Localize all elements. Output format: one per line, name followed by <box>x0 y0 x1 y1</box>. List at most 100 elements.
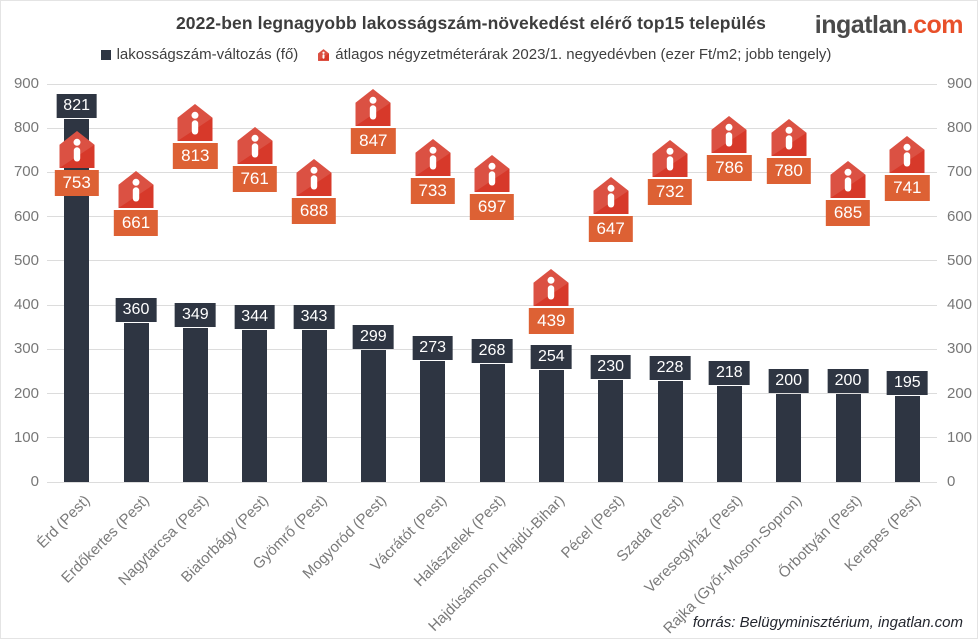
x-tick-label: Érd (Pest) <box>33 492 94 552</box>
y-tick-label-right: 0 <box>947 473 956 490</box>
house-marker <box>296 159 332 201</box>
house-icon <box>830 160 866 198</box>
house-value-label: 741 <box>885 174 930 201</box>
bar-value-label: 821 <box>56 93 98 118</box>
bar <box>301 330 327 482</box>
house-icon <box>533 269 569 307</box>
y-tick-label-right: 500 <box>947 251 973 269</box>
y-tick-label-left: 100 <box>13 428 39 446</box>
gridline <box>47 304 937 306</box>
y-tick-label-right: 800 <box>947 119 973 137</box>
y-tick-label-left: 0 <box>30 473 39 490</box>
house-value-label: 847 <box>351 127 396 154</box>
house-value-label: 688 <box>291 198 337 225</box>
plot-area: 821 360 349 344 343 299 273 268 254 230 228 218 200 2… <box>47 83 937 483</box>
y-tick-label-left: 900 <box>13 75 39 92</box>
y-tick-label-right: 300 <box>947 340 973 358</box>
house-marker <box>59 130 95 173</box>
house-value-label: 733 <box>410 178 455 205</box>
page-title: 2022-ben legnagyobb lakosságszám-növeked… <box>175 13 767 33</box>
house-marker <box>533 269 569 311</box>
bar <box>360 349 386 482</box>
gridline <box>47 481 937 483</box>
bar-value-label: 273 <box>412 336 454 361</box>
y-tick-label-right: 200 <box>947 384 973 402</box>
house-marker <box>237 126 273 169</box>
house-value-label: 786 <box>707 154 752 181</box>
bar <box>123 322 149 482</box>
brand-logo: ingatlan.com <box>814 11 964 40</box>
y-tick-label-right: 700 <box>947 163 973 181</box>
bar-value-label: 349 <box>174 302 216 327</box>
house-marker <box>711 115 747 158</box>
house-icon <box>296 159 332 197</box>
bar <box>598 380 624 482</box>
house-icon <box>889 135 925 173</box>
house-value-label: 685 <box>825 199 871 226</box>
bar-value-label: 200 <box>768 368 810 393</box>
y-tick-label-left: 500 <box>13 251 39 269</box>
house-marker <box>771 118 807 161</box>
bar <box>894 395 920 482</box>
house-marker <box>415 139 451 181</box>
bar <box>835 393 861 482</box>
bar-value-label: 230 <box>590 355 632 380</box>
legend-label-population: lakosságszám-változás (fő) <box>116 46 299 63</box>
y-tick-label-right: 600 <box>947 207 973 225</box>
bar-value-label: 228 <box>649 356 691 381</box>
y-tick-label-left: 700 <box>13 163 39 181</box>
house-icon <box>711 115 747 153</box>
house-icon <box>59 130 95 168</box>
house-icon <box>318 48 330 61</box>
gridline <box>47 127 937 129</box>
bar <box>657 381 683 482</box>
y-tick-label-left: 800 <box>13 119 39 137</box>
house-value-label: 761 <box>232 165 277 192</box>
house-marker <box>355 88 391 131</box>
house-icon <box>355 88 391 126</box>
house-icon <box>474 155 510 193</box>
house-icon <box>415 139 451 177</box>
logo-name: ingatlan <box>814 11 907 39</box>
house-marker <box>652 139 688 182</box>
y-tick-label-right: 900 <box>947 75 973 92</box>
bar-value-label: 360 <box>115 297 157 322</box>
bar <box>776 393 802 482</box>
bar <box>182 327 208 482</box>
house-icon <box>771 118 807 156</box>
legend-item-population: lakosságszám-változás (fő) <box>100 46 299 63</box>
gridline <box>47 260 937 262</box>
y-tick-label-right: 100 <box>947 428 973 446</box>
y-tick-label-right: 400 <box>947 296 973 314</box>
house-value-label: 661 <box>113 210 159 237</box>
house-value-label: 439 <box>529 308 574 335</box>
house-marker <box>593 177 629 219</box>
chart-legend: lakosságszám-változás (fő) átlagos négyz… <box>1 46 931 63</box>
house-value-label: 813 <box>173 142 218 169</box>
gridline <box>47 83 937 85</box>
y-tick-label-left: 400 <box>13 296 39 314</box>
y-tick-label-left: 200 <box>13 384 39 402</box>
bar-value-label: 195 <box>886 370 928 395</box>
bar-value-label: 343 <box>293 305 335 330</box>
house-value-label: 697 <box>469 194 515 221</box>
logo-tld: .com <box>906 11 964 39</box>
house-icon <box>237 126 273 164</box>
bar <box>538 369 564 482</box>
bar-value-label: 200 <box>827 368 869 393</box>
house-value-label: 753 <box>54 169 99 196</box>
bar-value-label: 344 <box>234 304 276 329</box>
legend-label-prices: átlagos négyzetméterárak 2023/1. negyedé… <box>335 46 832 63</box>
house-value-label: 647 <box>588 216 633 243</box>
house-marker <box>474 155 510 197</box>
house-marker <box>118 171 154 213</box>
bar-value-label: 218 <box>708 360 750 385</box>
legend-item-prices: átlagos négyzetméterárak 2023/1. negyedé… <box>318 46 831 63</box>
house-marker <box>889 135 925 178</box>
y-tick-label-left: 300 <box>13 340 39 358</box>
house-icon <box>318 48 330 61</box>
bar-swatch-icon <box>100 49 111 60</box>
house-icon <box>593 177 629 215</box>
house-icon <box>177 103 213 141</box>
